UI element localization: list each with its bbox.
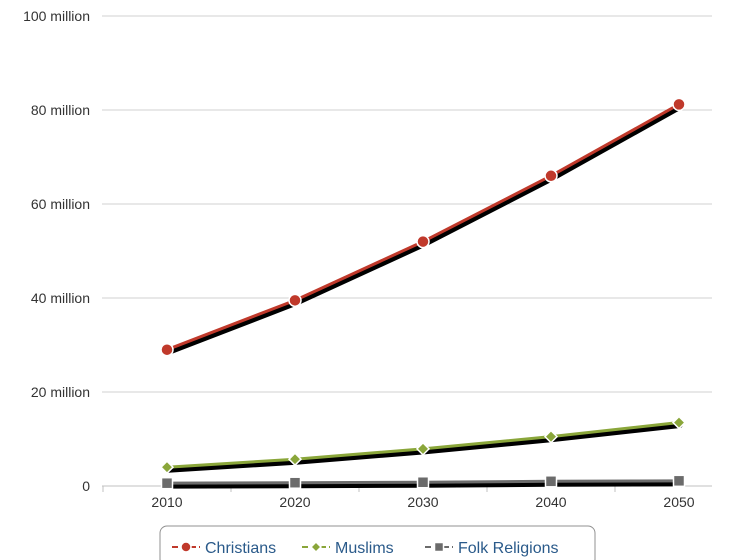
y-tick-label: 80 million [31,102,90,118]
data-point[interactable] [288,293,302,308]
legend-marker [180,541,192,553]
data-point[interactable] [671,415,687,430]
series-christians[interactable] [160,97,686,357]
y-axis-labels: 0 20 million 40 million 60 million 80 millio… [23,8,90,494]
series-line [165,102,681,352]
legend-box [159,525,596,560]
legend-item-muslims[interactable]: Muslims [302,540,394,557]
legend-item-folk-religions[interactable]: Folk Religions [425,540,558,557]
x-tick-label: 2050 [663,494,694,510]
data-point[interactable] [160,476,174,490]
series-muslims[interactable] [159,415,687,475]
legend-marker [309,540,323,554]
grid-layer [102,15,712,393]
data-point[interactable] [287,452,303,467]
series-layer [159,97,687,490]
data-point[interactable] [672,97,686,112]
legend[interactable]: Christians Muslims Folk Religions [159,525,596,560]
data-point[interactable] [415,441,431,456]
legend-marker [433,541,445,553]
legend-label: Christians [205,540,276,557]
data-point[interactable] [416,234,430,249]
data-point[interactable] [544,475,558,488]
y-tick-label: 60 million [31,196,90,212]
legend-item-christians[interactable]: Christians [172,540,276,557]
series-shadow [165,104,683,356]
data-point[interactable] [160,342,174,357]
data-point[interactable] [543,429,559,444]
data-point[interactable] [416,475,430,489]
legend-label: Folk Religions [458,540,558,557]
y-tick-label: 40 million [31,290,90,306]
x-tick-label: 2020 [279,494,310,510]
series-folk-religions[interactable] [160,474,686,490]
y-tick-label: 100 million [23,8,90,24]
data-point[interactable] [288,476,302,489]
legend-label: Muslims [335,540,394,557]
x-axis: 2010 2020 2030 2040 2050 [102,485,712,510]
data-point[interactable] [544,169,558,183]
y-tick-label: 0 [82,478,90,494]
x-tick-label: 2030 [407,494,438,510]
data-point[interactable] [159,460,175,475]
x-tick-label: 2040 [535,494,566,510]
x-tick-label: 2010 [151,494,182,510]
data-point[interactable] [672,474,686,488]
y-tick-label: 20 million [31,384,90,400]
